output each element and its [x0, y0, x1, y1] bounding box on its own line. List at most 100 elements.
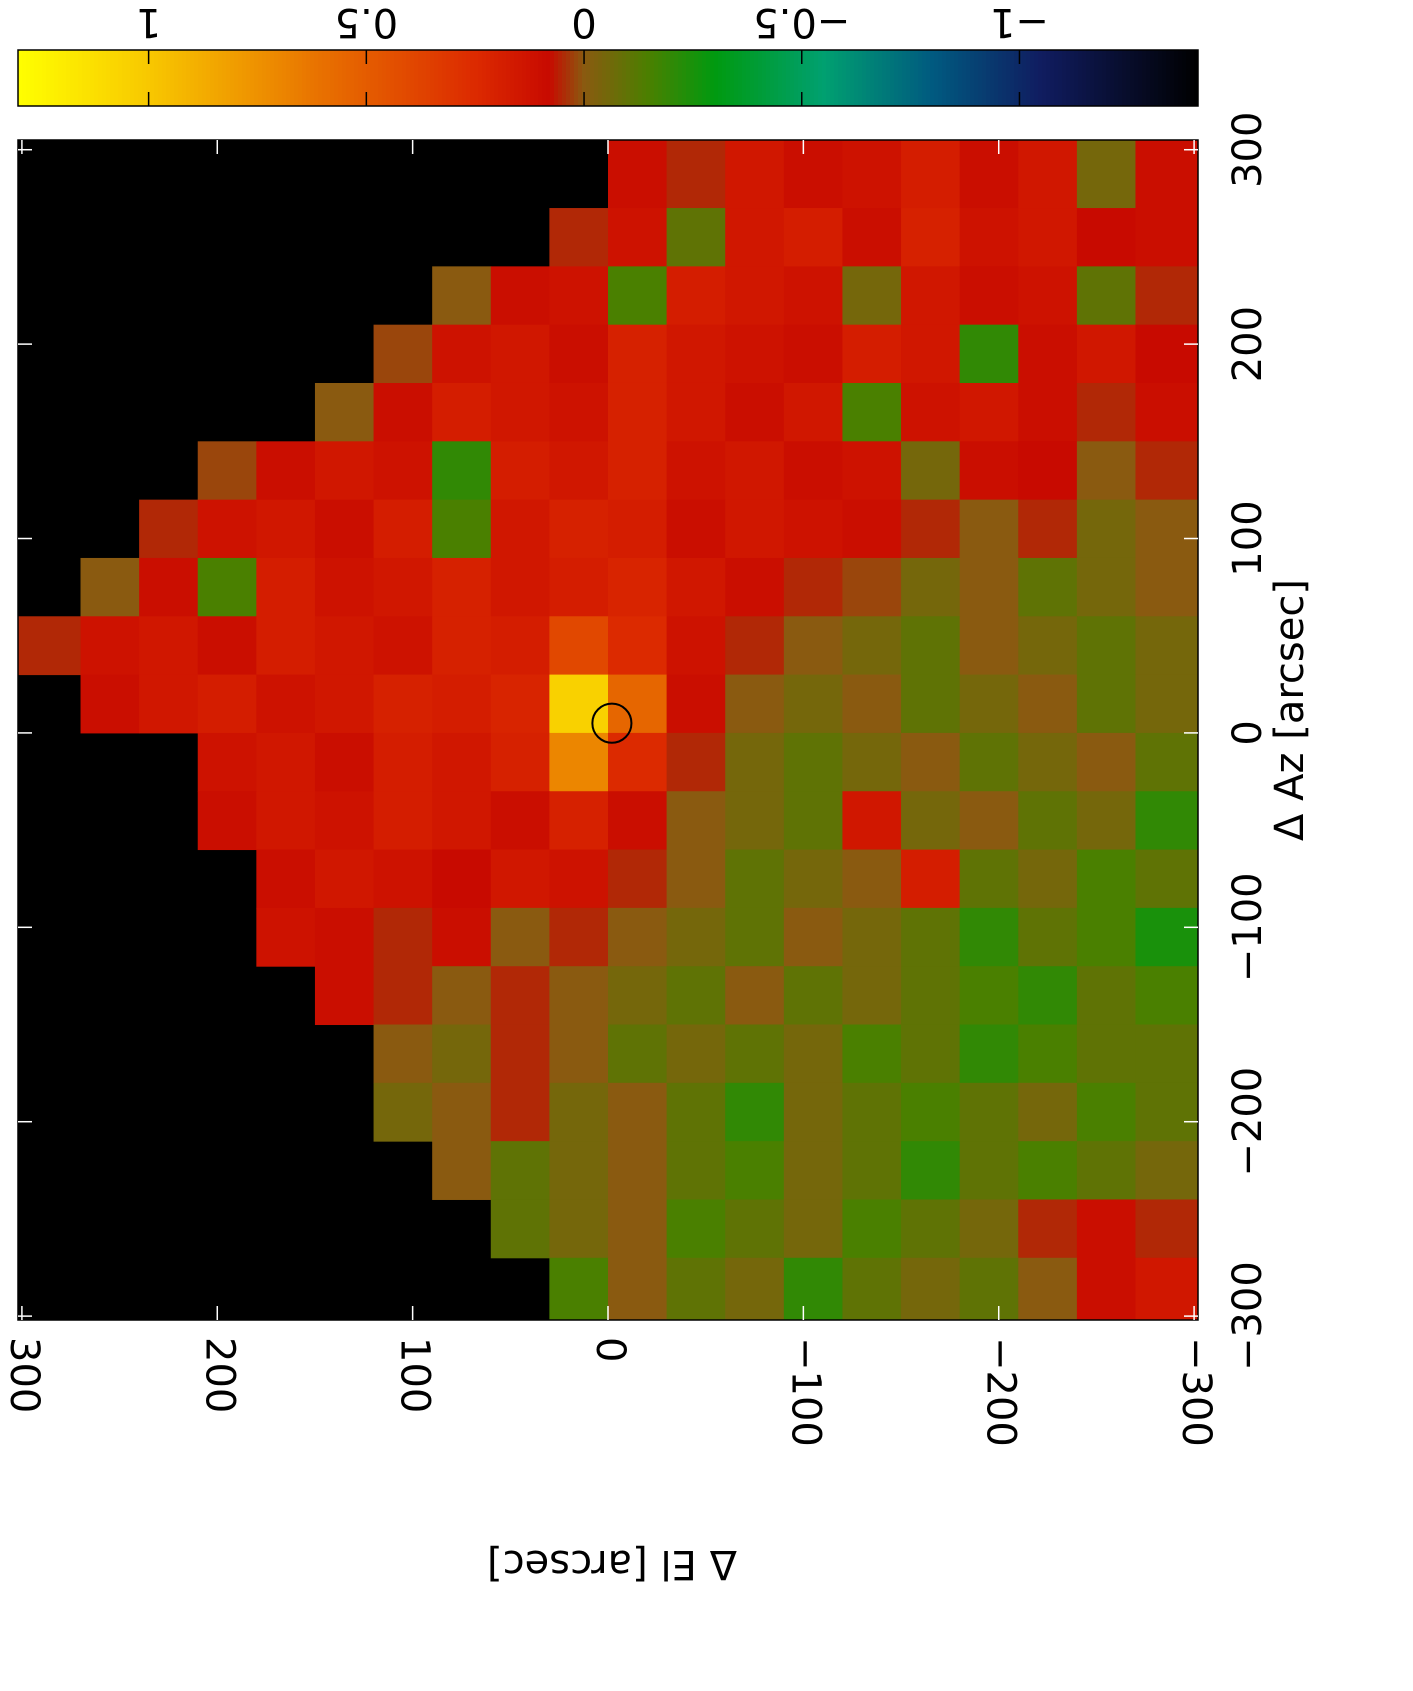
heatmap-cell: [1018, 557, 1078, 617]
colorbar-cell: [654, 50, 659, 106]
colorbar-cell: [494, 50, 499, 106]
colorbar-cell: [406, 50, 411, 106]
heatmap-cell: [725, 324, 785, 384]
heatmap-cell: [725, 208, 785, 267]
heatmap-cell: [197, 732, 257, 792]
colorbar-cell: [566, 50, 571, 106]
colorbar-cell: [490, 50, 495, 106]
colorbar-cell: [770, 50, 775, 106]
colorbar-cell: [934, 50, 939, 106]
colorbar-cell: [106, 50, 111, 106]
heatmap-cell: [1135, 266, 1199, 326]
colorbar-cell: [698, 50, 703, 106]
heatmap-cell: [959, 499, 1019, 559]
colorbar-cell: [26, 50, 31, 106]
heatmap-cell: [1076, 1199, 1136, 1259]
colorbar-cell: [458, 50, 463, 106]
colorbar-cell: [18, 50, 23, 106]
heatmap-cell: [1076, 266, 1136, 326]
y-tick-label: −100: [1225, 872, 1271, 982]
colorbar-cell: [298, 50, 303, 106]
heatmap-cell: [1018, 1257, 1078, 1321]
heatmap-cell: [959, 382, 1019, 442]
heatmap-cell: [959, 266, 1019, 326]
heatmap-cell: [959, 324, 1019, 384]
heatmap-cell: [549, 557, 609, 617]
colorbar-cell: [694, 50, 699, 106]
heatmap-cell: [1076, 849, 1136, 909]
colorbar-cell: [838, 50, 843, 106]
colorbar-cell: [422, 50, 427, 106]
colorbar-cell: [618, 50, 623, 106]
heatmap-cell: [373, 849, 433, 909]
colorbar-cell: [870, 50, 875, 106]
colorbar-cell: [686, 50, 691, 106]
colorbar-cell: [534, 50, 539, 106]
colorbar-cell: [1094, 50, 1099, 106]
heatmap-cell: [783, 791, 843, 851]
heatmap-cell: [490, 266, 550, 326]
colorbar-cell: [530, 50, 535, 106]
heatmap-cell: [842, 441, 902, 501]
heatmap-cell: [1076, 557, 1136, 617]
heatmap-cell: [783, 557, 843, 617]
heatmap-cell: [490, 1024, 550, 1084]
colorbar-cell: [598, 50, 603, 106]
colorbar-cell: [218, 50, 223, 106]
heatmap-cell: [608, 499, 668, 559]
heatmap-cell: [490, 557, 550, 617]
heatmap-cell: [197, 791, 257, 851]
heatmap-cell: [666, 208, 726, 267]
colorbar-cell: [110, 50, 115, 106]
colorbar-cell: [338, 50, 343, 106]
heatmap-cell: [1018, 732, 1078, 792]
heatmap-cell: [959, 441, 1019, 501]
y-tick-label: 100: [1225, 500, 1271, 576]
colorbar-cell: [66, 50, 71, 106]
heatmap-cell: [608, 1257, 668, 1321]
heatmap-cell: [490, 674, 550, 734]
colorbar-cell: [102, 50, 107, 106]
colorbar-cell: [234, 50, 239, 106]
colorbar-cell: [818, 50, 823, 106]
colorbar-cell: [862, 50, 867, 106]
colorbar-cell: [642, 50, 647, 106]
colorbar-cell: [558, 50, 563, 106]
y-tick-label: 0: [1225, 720, 1271, 745]
colorbar-cell: [1194, 50, 1199, 106]
heatmap-cell: [314, 616, 375, 676]
heatmap-cell: [842, 324, 902, 384]
colorbar-cell: [722, 50, 727, 106]
heatmap-cell: [666, 324, 726, 384]
colorbar-cell: [826, 50, 831, 106]
heatmap-cell: [256, 499, 316, 559]
heatmap-cell: [314, 791, 375, 851]
colorbar-cell: [730, 50, 735, 106]
colorbar-cell: [374, 50, 379, 106]
colorbar-cell: [1190, 50, 1195, 106]
heatmap-cell: [608, 1199, 668, 1259]
heatmap-cell: [959, 1024, 1019, 1084]
colorbar-cell: [1102, 50, 1107, 106]
colorbar-cell: [866, 50, 871, 106]
colorbar-cell: [834, 50, 839, 106]
colorbar-cell: [330, 50, 335, 106]
heatmap-cell: [197, 557, 257, 617]
colorbar-cell: [326, 50, 331, 106]
y-tick-label: 300: [1225, 112, 1271, 188]
heatmap-cell: [901, 324, 961, 384]
colorbar-cell: [766, 50, 771, 106]
colorbar-cell: [1158, 50, 1163, 106]
colorbar-cell: [886, 50, 891, 106]
heatmap-cell: [1018, 1141, 1078, 1200]
colorbar-cell: [478, 50, 483, 106]
heatmap-cell: [842, 1024, 902, 1084]
colorbar-cell: [922, 50, 927, 106]
heatmap-cell: [490, 1082, 550, 1142]
colorbar-cell: [794, 50, 799, 106]
heatmap-cell: [549, 966, 609, 1026]
colorbar-cell: [1074, 50, 1079, 106]
colorbar-cell: [1178, 50, 1183, 106]
colorbar-cell: [382, 50, 387, 106]
heatmap-cell: [549, 499, 609, 559]
